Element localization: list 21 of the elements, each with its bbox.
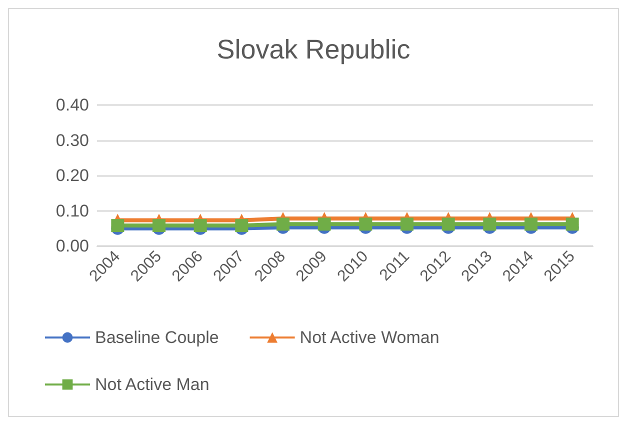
chart-title: Slovak Republic — [216, 34, 410, 64]
point — [194, 219, 207, 232]
y-tick-label: 0.20 — [56, 166, 89, 185]
point — [152, 219, 166, 232]
point — [524, 218, 538, 231]
legend-label: Not Active Man — [95, 375, 210, 394]
point — [566, 218, 579, 231]
point — [318, 218, 331, 231]
y-tick-label: 0.30 — [56, 130, 89, 150]
point — [276, 218, 290, 231]
point — [442, 218, 455, 231]
point — [400, 218, 414, 231]
point — [483, 218, 496, 231]
legend-label: Not Active Woman — [300, 328, 440, 347]
point — [359, 218, 372, 231]
legend-label: Baseline Couple — [95, 328, 219, 347]
point — [111, 219, 124, 232]
y-tick-label: 0.10 — [56, 201, 89, 220]
y-tick-label: 0.40 — [56, 96, 89, 114]
point — [235, 219, 248, 232]
y-tick-label: 0.00 — [56, 236, 89, 256]
